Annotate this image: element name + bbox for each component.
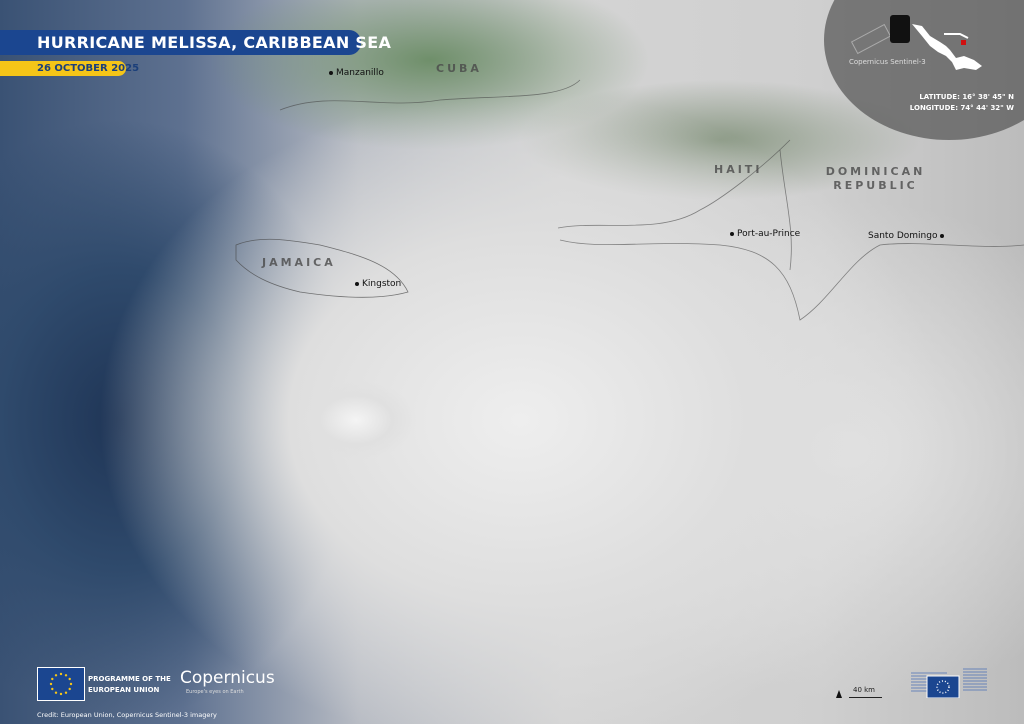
programme-line2: EUROPEAN UNION	[88, 686, 160, 694]
label-cuba: CUBA	[436, 62, 482, 75]
city-name: Kingston	[362, 279, 402, 289]
scale-bar	[849, 697, 882, 698]
city-name: Port-au-Prince	[737, 229, 801, 239]
city-dot	[355, 281, 359, 286]
city-dot	[730, 231, 734, 236]
city-dot	[940, 233, 945, 238]
locator-map	[912, 24, 982, 70]
copernicus-tagline: Europe's eyes on Earth	[186, 689, 244, 695]
title-banner: HURRICANE MELISSA, CARIBBEAN SEA	[0, 30, 391, 55]
city-santo-domingo: Santo Domingo	[868, 231, 947, 242]
north-arrow-icon	[836, 690, 842, 698]
copernicus-logo: Copernicus Europe's eyes on Earth	[180, 668, 275, 696]
city-port-au-prince: Port-au-Prince	[730, 229, 800, 240]
scale-label: 40 km	[853, 686, 876, 694]
label-haiti: HAITI	[714, 163, 763, 176]
satellite-label: Copernicus Sentinel-3	[849, 58, 926, 66]
image-credit: Credit: European Union, Copernicus Senti…	[37, 711, 217, 719]
longitude: LONGITUDE: 74° 44' 32" W	[909, 104, 1014, 112]
city-name: Manzanillo	[336, 68, 384, 78]
eu-flag-logo	[37, 667, 85, 701]
label-jamaica: JAMAICA	[262, 256, 336, 269]
programme-line1: PROGRAMME OF THE	[88, 675, 171, 683]
latitude: LATITUDE: 16° 38' 45" N	[919, 93, 1014, 101]
city-kingston: Kingston	[355, 279, 401, 290]
date-banner: 26 OCTOBER 2025	[0, 61, 139, 76]
city-manzanillo: Manzanillo	[329, 68, 384, 79]
copernicus-wordmark: Copernicus	[180, 668, 275, 688]
location-marker	[961, 40, 966, 45]
satellite-icon	[890, 15, 910, 43]
city-dot	[329, 70, 333, 75]
programme-label: PROGRAMME OF THE EUROPEAN UNION	[88, 674, 171, 696]
label-dominican-republic: DOMINICAN REPUBLIC	[825, 165, 926, 192]
city-name: Santo Domingo	[868, 231, 938, 241]
european-commission-logo	[911, 668, 987, 698]
